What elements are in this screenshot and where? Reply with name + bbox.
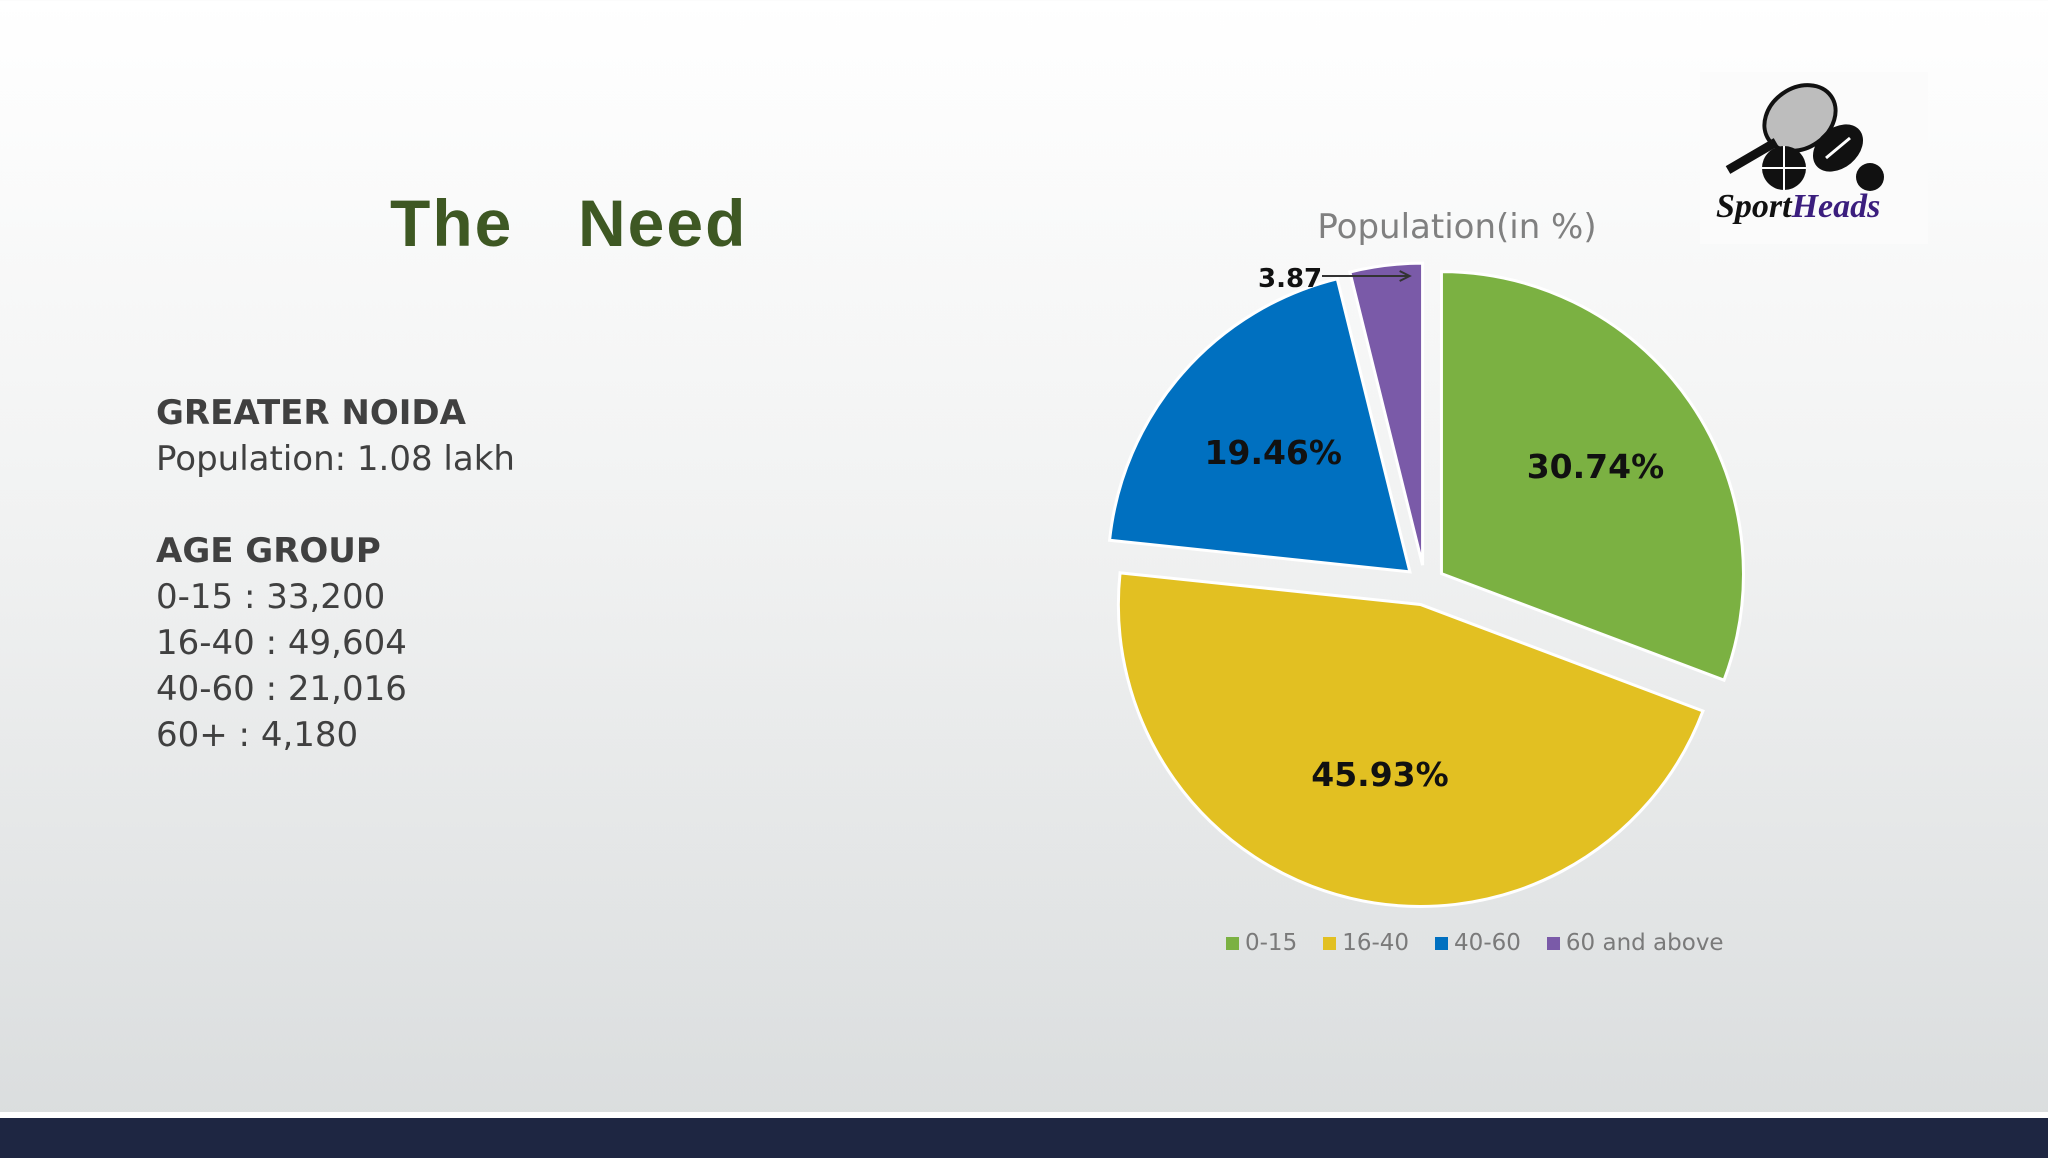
legend-label: 0-15 xyxy=(1245,930,1298,956)
chart-legend: 0-15 16-40 40-60 60 and above xyxy=(1226,930,1724,956)
slide-title: The Need xyxy=(390,186,748,260)
legend-label: 40-60 xyxy=(1454,930,1521,956)
pie-slice-60-and-above xyxy=(1348,261,1425,566)
legend-label: 60 and above xyxy=(1565,930,1724,956)
logo-wordmark: SportHeads xyxy=(1716,188,1881,225)
age-group-heading: AGE GROUP xyxy=(156,531,381,571)
age-line-0-15: 0-15 : 33,200 xyxy=(156,577,386,617)
legend-swatch xyxy=(1323,936,1337,950)
footer-band xyxy=(0,1112,2048,1158)
age-line-40-60: 40-60 : 21,016 xyxy=(156,669,407,709)
data-label-0-15: 30.74% xyxy=(1527,447,1664,486)
legend-item-16-40: 16-40 xyxy=(1323,930,1409,956)
chart-title: Population(in %) xyxy=(1317,207,1596,247)
legend-item-60-and-above: 60 and above xyxy=(1546,930,1724,956)
callout-arrow xyxy=(1322,270,1412,282)
data-label-60-and-above: 3.87 xyxy=(1258,264,1322,294)
age-line-60-plus: 60+ : 4,180 xyxy=(156,715,359,755)
legend-item-40-60: 40-60 xyxy=(1435,930,1521,956)
population-pie-chart: Population(in %) 30.74% 45.93% 19.46% 3.87 … xyxy=(1100,195,1780,975)
legend-swatch xyxy=(1226,936,1239,950)
legend-swatch xyxy=(1435,936,1449,950)
location-heading: GREATER NOIDA xyxy=(156,393,466,433)
pie-slice-40-60 xyxy=(1107,276,1412,574)
sportheads-logo: SportHeads xyxy=(1700,72,1928,244)
pie-svg: Population(in %) 30.74% 45.93% 19.46% 3.87 xyxy=(1107,207,1745,908)
data-label-16-40: 45.93% xyxy=(1311,755,1448,794)
data-label-40-60: 19.46% xyxy=(1205,433,1342,472)
population-line: Population: 1.08 lakh xyxy=(156,439,515,479)
legend-swatch xyxy=(1546,936,1560,950)
pie-slice-16-40 xyxy=(1116,571,1705,908)
legend-label: 16-40 xyxy=(1342,930,1410,956)
population-info: GREATER NOIDA Population: 1.08 lakh AGE … xyxy=(156,390,515,758)
pie-slice-0-15 xyxy=(1439,270,1745,683)
sports-balls-racket-icon xyxy=(1725,83,1884,191)
age-line-16-40: 16-40 : 49,604 xyxy=(156,623,407,663)
legend-item-0-15: 0-15 xyxy=(1226,930,1297,956)
